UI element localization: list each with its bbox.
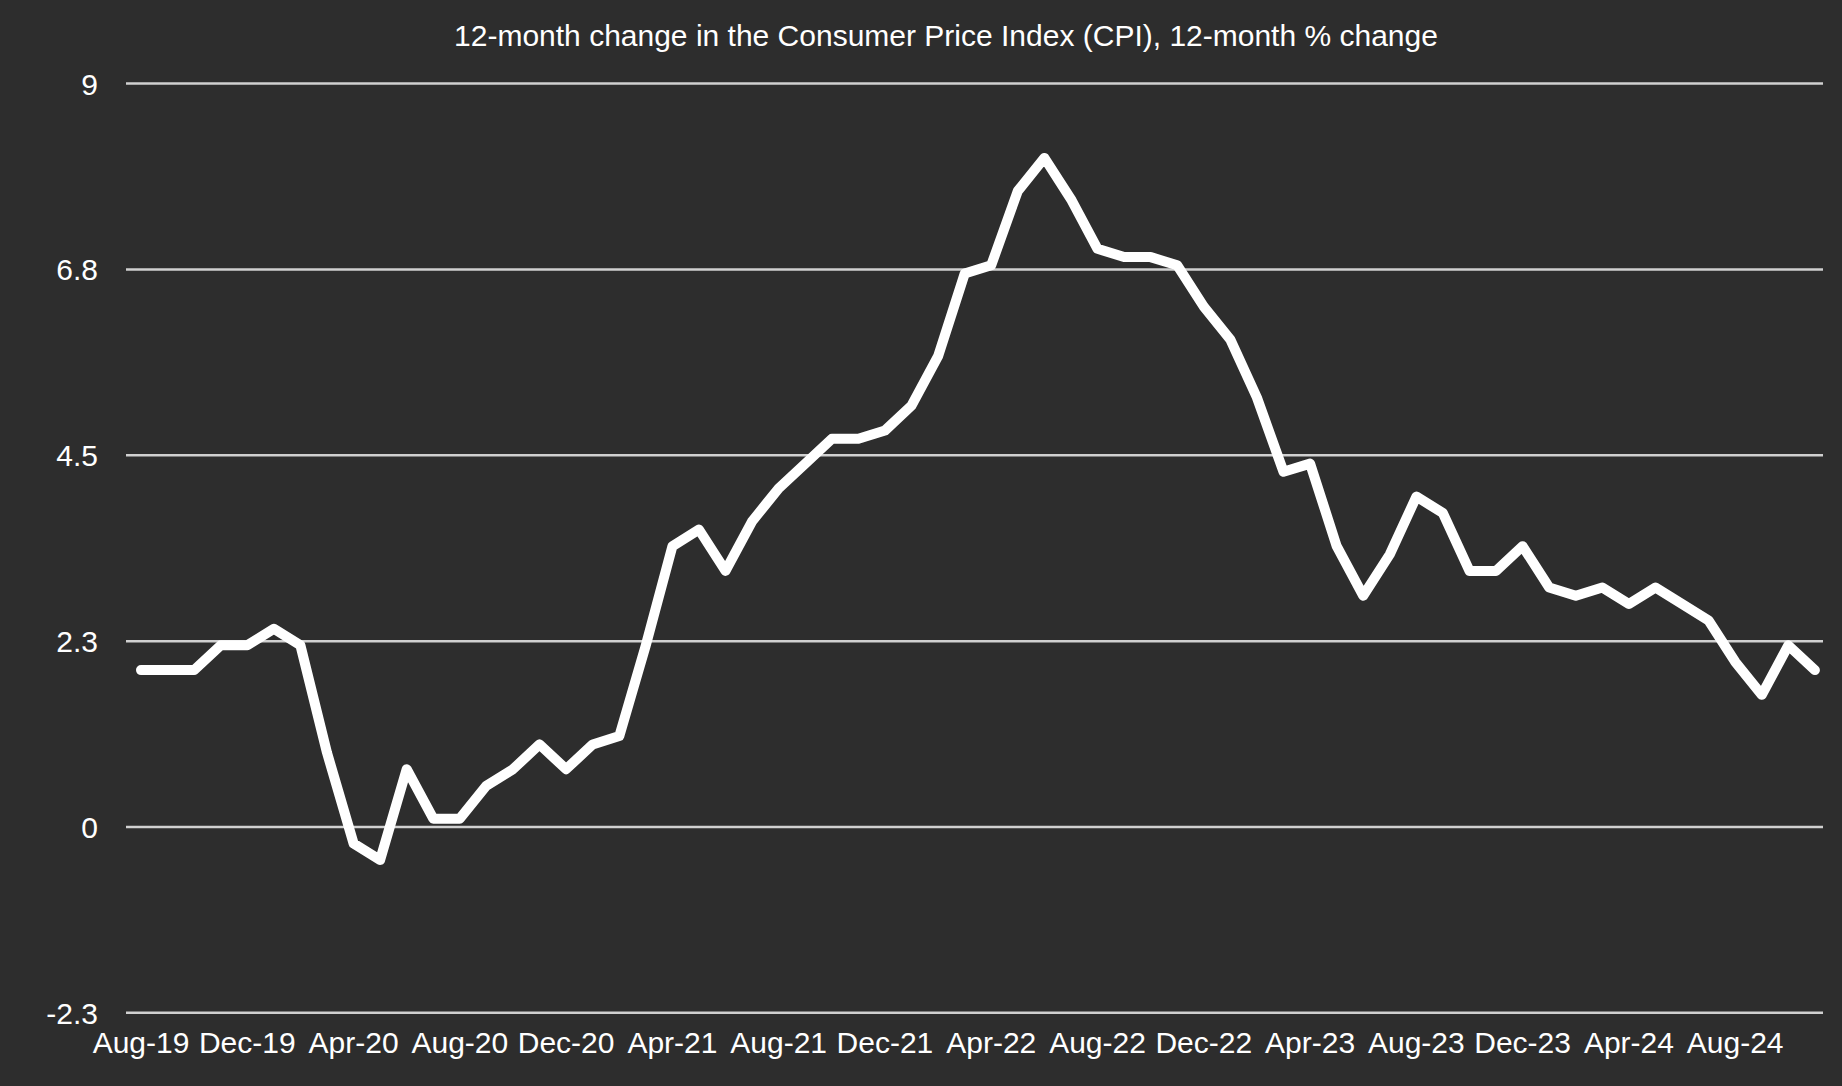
cpi-data-line [141, 158, 1815, 860]
x-axis-tick-label: Dec-21 [837, 1026, 934, 1059]
x-axis-tick-label: Aug-20 [411, 1026, 508, 1059]
x-axis-tick-label: Aug-24 [1687, 1026, 1784, 1059]
x-axis-tick-label: Aug-22 [1049, 1026, 1146, 1059]
y-axis-labels: -2.3 0 2.3 4.5 6.8 9 [46, 68, 98, 1030]
x-axis-tick-label: Apr-24 [1584, 1026, 1674, 1059]
x-axis-tick-label: Apr-23 [1265, 1026, 1355, 1059]
chart-title: 12-month change in the Consumer Price In… [454, 19, 1438, 52]
x-axis-tick-label: Aug-21 [730, 1026, 827, 1059]
y-axis-tick-label: -2.3 [46, 997, 98, 1030]
chart-canvas: 12-month change in the Consumer Price In… [0, 0, 1842, 1086]
gridlines [126, 84, 1823, 1013]
y-axis-tick-label: 6.8 [56, 253, 98, 286]
x-axis-tick-label: Dec-20 [518, 1026, 615, 1059]
x-axis-tick-label: Apr-21 [627, 1026, 717, 1059]
x-axis-tick-label: Aug-19 [93, 1026, 190, 1059]
x-axis-labels: Aug-19 Dec-19 Apr-20 Aug-20 Dec-20 Apr-21 Aug-… [93, 1026, 1784, 1059]
y-axis-tick-label: 9 [81, 68, 98, 101]
x-axis-tick-label: Apr-22 [946, 1026, 1036, 1059]
y-axis-tick-label: 2.3 [56, 625, 98, 658]
x-axis-tick-label: Aug-23 [1368, 1026, 1465, 1059]
x-axis-tick-label: Dec-22 [1155, 1026, 1252, 1059]
x-axis-tick-label: Apr-20 [309, 1026, 399, 1059]
x-axis-tick-label: Dec-19 [199, 1026, 296, 1059]
y-axis-tick-label: 4.5 [56, 439, 98, 472]
x-axis-tick-label: Dec-23 [1474, 1026, 1571, 1059]
y-axis-tick-label: 0 [81, 811, 98, 844]
cpi-line-chart: 12-month change in the Consumer Price In… [0, 0, 1842, 1086]
